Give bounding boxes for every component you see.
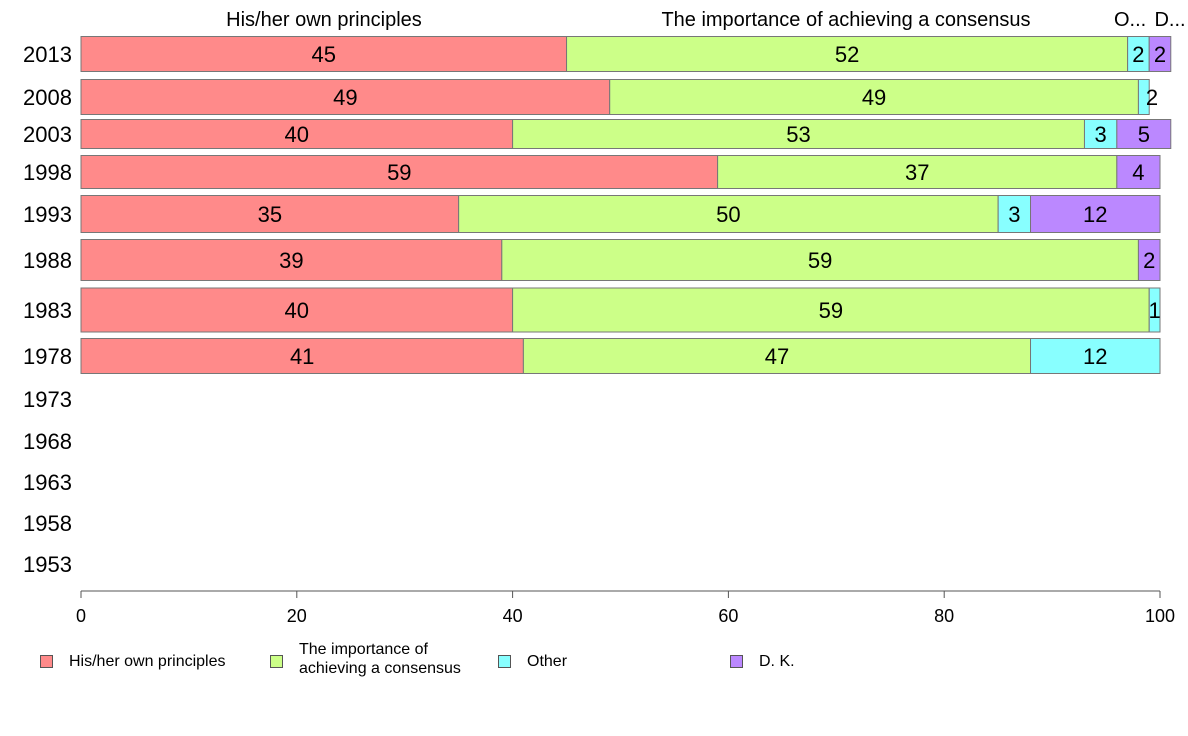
legend-item-other: Other [498,640,567,671]
category-label: 1958 [23,511,72,536]
data-label: 3 [1095,122,1107,147]
data-label: 47 [765,344,789,369]
data-label: 52 [835,42,859,67]
data-label: 3 [1008,202,1020,227]
bar-segment [1116,119,1172,149]
data-label: 49 [862,85,886,110]
legend-swatch-consensus [270,655,283,668]
bar-segment [80,195,460,233]
category-label: 1978 [23,344,72,369]
legend-label-consensus-line2: achieving a consensus [299,660,461,677]
legend-label-consensus: The importance of achieving a consensus [299,640,499,678]
legend-swatch-principles [40,655,53,668]
top-series-label: The importance of achieving a consensus [661,9,1030,31]
category-label: 1953 [23,552,72,577]
bar-segment [80,287,514,333]
data-label: 41 [290,344,314,369]
data-label: 4 [1132,160,1144,185]
category-label: 1993 [23,202,72,227]
data-label: 1 [1148,298,1160,323]
bar-segment [1083,119,1118,149]
data-label: 49 [333,85,357,110]
bar-segment [1148,287,1161,333]
bar-segment [80,119,514,149]
data-label: 35 [258,202,282,227]
legend-item-dk: D. K. [730,640,795,671]
x-tick-label: 20 [287,606,307,626]
x-tick-label: 40 [503,606,523,626]
category-label: 1973 [23,387,72,412]
bar-segment [512,119,1085,149]
data-label: 12 [1083,344,1107,369]
data-label: 2 [1154,42,1166,67]
legend-label-dk: D. K. [759,653,795,670]
x-tick-label: 60 [718,606,738,626]
bar-segment [717,155,1118,189]
category-label: 2008 [23,85,72,110]
data-label: 37 [905,160,929,185]
data-label: 59 [819,298,843,323]
category-label: 2003 [23,122,72,147]
data-label: 45 [312,42,336,67]
legend: His/her own principles The importance of… [40,640,1140,690]
bar-segment [566,36,1129,72]
data-label: 40 [285,298,309,323]
data-label: 39 [279,248,303,273]
data-label: 40 [285,122,309,147]
legend-label-principles: His/her own principles [69,653,226,670]
data-label: 2 [1143,248,1155,273]
x-tick-label: 100 [1145,606,1175,626]
bar-segment [1116,155,1161,189]
data-label: 53 [786,122,810,147]
legend-swatch-dk [730,655,743,668]
top-series-label: O... [1114,9,1146,31]
bar-segment [1030,195,1161,233]
bar-segment [609,79,1139,115]
bar-segment [80,338,524,374]
bar-segment [1137,79,1150,115]
legend-item-principles: His/her own principles [40,640,226,671]
legend-label-consensus-line1: The importance of [299,641,428,658]
category-label: 1983 [23,298,72,323]
top-series-label: His/her own principles [226,9,422,31]
legend-swatch-other [498,655,511,668]
data-label: 2 [1146,85,1158,110]
category-label: 1968 [23,429,72,454]
bar-segment [1030,338,1161,374]
top-series-label: D... [1154,9,1185,31]
bar-segment [80,36,568,72]
bar-segment [501,239,1139,281]
category-label: 2013 [23,42,72,67]
bar-segment [512,287,1150,333]
data-label: 2 [1132,42,1144,67]
x-tick-label: 0 [76,606,86,626]
category-label: 1988 [23,248,72,273]
legend-item-consensus: The importance of achieving a consensus [270,640,499,678]
legend-label-other: Other [527,653,568,670]
bar-segment [1137,239,1161,281]
category-label: 1998 [23,160,72,185]
x-tick-label: 80 [934,606,954,626]
data-label: 12 [1083,202,1107,227]
bar-segment [1148,36,1172,72]
bar-segment [522,338,1032,374]
bar-segment [458,195,999,233]
bar-segment [80,239,503,281]
data-label: 50 [716,202,740,227]
data-label: 5 [1138,122,1150,147]
category-label: 1963 [23,470,72,495]
bar-segment [997,195,1032,233]
data-label: 59 [808,248,832,273]
data-label: 59 [387,160,411,185]
chart-svg: His/her own principles The importance of … [23,9,1186,626]
